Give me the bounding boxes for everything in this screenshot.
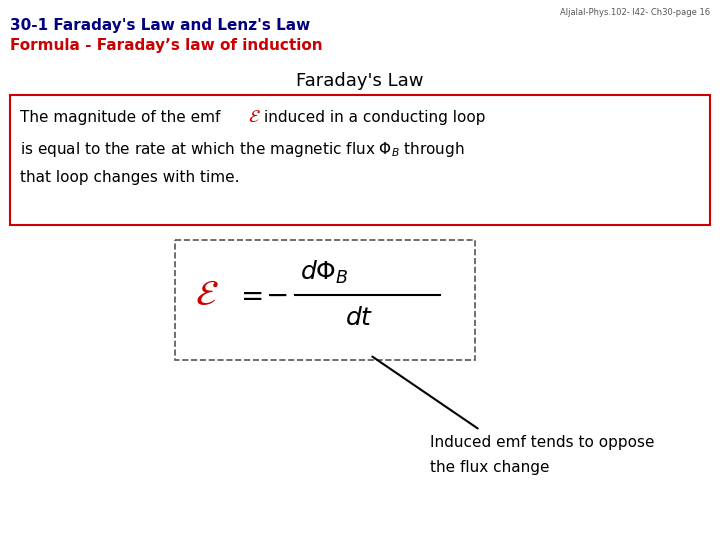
Bar [175,240,475,360]
Text: $dt$: $dt$ [345,306,374,330]
Text: that loop changes with time.: that loop changes with time. [20,170,240,185]
Text: 30-1 Faraday's Law and Lenz's Law: 30-1 Faraday's Law and Lenz's Law [10,18,310,33]
Text: $d\Phi_B$: $d\Phi_B$ [300,259,348,286]
Text: is equal to the rate at which the magnetic flux $\Phi_B$ through: is equal to the rate at which the magnet… [20,140,464,159]
Text: $\mathcal{E}$: $\mathcal{E}$ [248,108,261,126]
Text: Formula - Faraday’s law of induction: Formula - Faraday’s law of induction [10,38,323,53]
Text: $=$: $=$ [235,281,263,309]
Text: The magnitude of the emf: The magnitude of the emf [20,110,220,125]
Text: $\mathcal{E}$: $\mathcal{E}$ [195,278,219,312]
Bar [10,95,710,225]
Text: Induced emf tends to oppose: Induced emf tends to oppose [430,435,654,450]
Text: the flux change: the flux change [430,460,549,475]
Text: Aljalal-Phys.102- l42- Ch30-page 16: Aljalal-Phys.102- l42- Ch30-page 16 [560,8,710,17]
Text: induced in a conducting loop: induced in a conducting loop [264,110,485,125]
Text: $-$: $-$ [265,281,287,309]
Text: Faraday's Law: Faraday's Law [296,72,424,90]
